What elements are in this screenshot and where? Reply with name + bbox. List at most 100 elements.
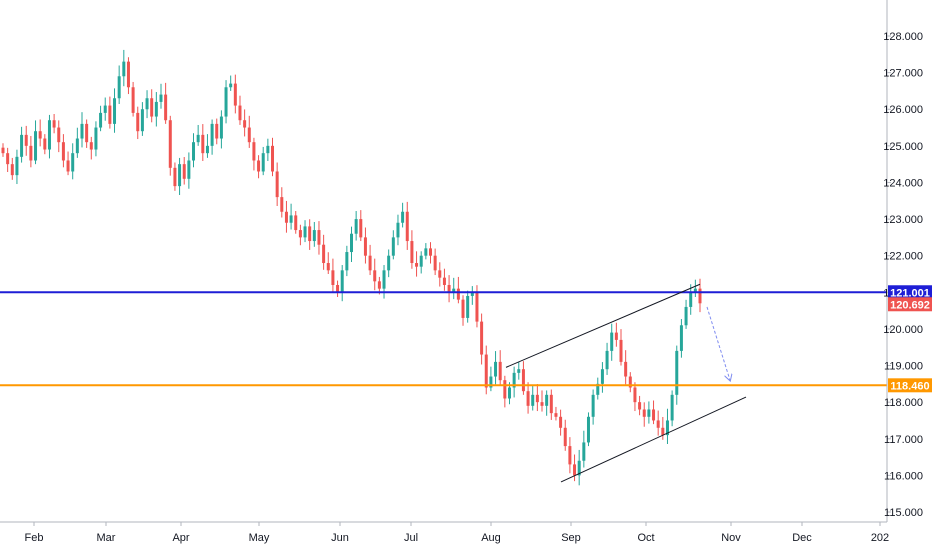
candle-body	[38, 131, 42, 139]
x-tick-label: Nov	[721, 532, 741, 544]
candle-body	[196, 134, 200, 143]
candle-body	[308, 226, 312, 242]
candle-body	[642, 409, 646, 417]
candle-body	[675, 350, 679, 395]
candle-body	[382, 270, 386, 289]
candle-body	[15, 156, 19, 176]
candle-body	[201, 134, 205, 154]
candle-body	[331, 270, 335, 285]
candle-body	[345, 252, 349, 271]
candle-body	[284, 211, 288, 223]
candle-body	[498, 361, 502, 381]
candle-body	[656, 420, 660, 428]
candle-body	[103, 105, 107, 113]
candle-body	[419, 255, 423, 267]
x-tick-label: Jul	[404, 532, 418, 544]
y-tick-label: 126.000	[883, 104, 923, 116]
y-tick-label: 128.000	[883, 31, 923, 43]
candle-body	[34, 131, 38, 161]
x-tick-label: Feb	[25, 532, 44, 544]
candle-body	[628, 376, 632, 388]
candle-body	[303, 226, 307, 238]
candle-body	[117, 76, 121, 99]
candle-body	[52, 120, 56, 128]
candle-body	[108, 105, 112, 124]
y-tick-label: 119.000	[884, 361, 923, 373]
candle-body	[122, 61, 126, 77]
candle-body	[507, 387, 511, 399]
candle-body	[693, 288, 697, 293]
candle-body	[466, 295, 470, 318]
candle-body	[568, 446, 572, 465]
candle-body	[573, 464, 577, 476]
candle-body	[99, 112, 103, 128]
candle-body	[71, 153, 75, 172]
candle-body	[401, 211, 405, 223]
candle-body	[219, 116, 223, 139]
candle-body	[586, 416, 590, 443]
candle-body	[475, 292, 479, 322]
candle-body	[447, 284, 451, 293]
candle-body	[410, 241, 414, 264]
candle-body	[66, 160, 70, 172]
candle-body	[275, 171, 279, 198]
candle-body	[647, 409, 651, 417]
candle-body	[340, 270, 344, 293]
candle-body	[396, 222, 400, 238]
candle-body	[61, 142, 65, 161]
candle-body	[271, 145, 275, 172]
candle-body	[94, 127, 98, 150]
candle-body	[280, 197, 284, 212]
candle-body	[10, 164, 14, 176]
candle-body	[652, 409, 656, 421]
candle-body	[154, 101, 158, 117]
price-label-tag	[888, 285, 932, 300]
x-tick-label: Oct	[637, 532, 654, 544]
price-label-text: 120.692	[890, 299, 930, 311]
x-tick-label: Dec	[792, 532, 812, 544]
candle-body	[261, 153, 265, 172]
candle-body	[150, 98, 154, 117]
candle-body	[377, 281, 381, 289]
price-label-tag	[888, 297, 932, 312]
x-tick-label: 202	[871, 532, 889, 544]
price-lines-layer	[0, 291, 887, 387]
candle-body	[661, 427, 665, 436]
candle-body	[164, 94, 168, 121]
candle-body	[577, 460, 581, 476]
candle-body	[489, 376, 493, 388]
y-tick-label: 116.000	[884, 470, 923, 482]
candle-body	[633, 387, 637, 403]
y-tick-label: 127.000	[883, 68, 923, 80]
candle-body	[178, 164, 182, 187]
candle-body	[43, 138, 47, 150]
x-tick-label: Mar	[97, 532, 116, 544]
price-labels-layer: 121.001 118.460 120.692	[888, 285, 932, 393]
candle-body	[665, 420, 669, 436]
candle-body	[480, 321, 484, 355]
candle-body	[113, 98, 117, 124]
candle-body	[85, 123, 89, 143]
candle-body	[252, 142, 256, 161]
candle-body	[312, 230, 316, 242]
candle-body	[359, 219, 363, 238]
y-tick-label: 123.000	[883, 214, 923, 226]
candle-body	[20, 134, 24, 157]
candle-body	[215, 123, 219, 139]
candle-body	[187, 160, 191, 179]
candle-body	[75, 138, 79, 154]
y-tick-label: 115.000	[884, 507, 923, 519]
candle-body	[456, 288, 460, 300]
candle-body	[610, 332, 614, 351]
candle-body	[698, 288, 702, 304]
projection-arrow	[706, 306, 730, 380]
candle-body	[494, 361, 498, 377]
candle-body	[350, 233, 353, 253]
candle-body	[531, 394, 535, 406]
candle-body	[182, 164, 186, 179]
candle-body	[238, 105, 242, 121]
candle-body	[526, 391, 530, 406]
candle-body	[317, 230, 321, 245]
